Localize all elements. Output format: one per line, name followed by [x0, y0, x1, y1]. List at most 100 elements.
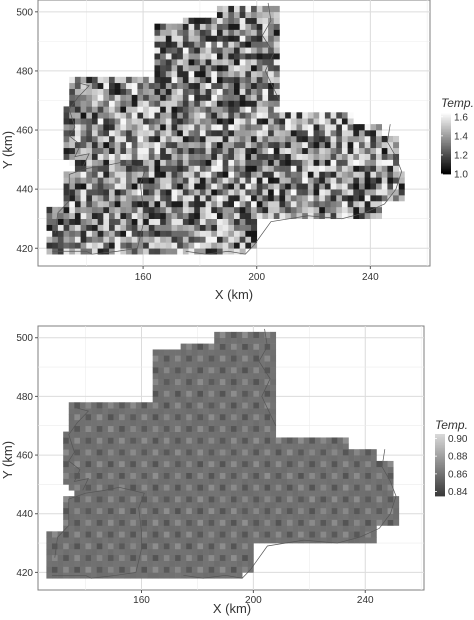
heatmap-cell	[180, 408, 187, 415]
heatmap-cell	[268, 118, 275, 125]
heatmap-cell	[251, 94, 258, 101]
heatmap-cell	[247, 531, 254, 538]
heatmap-cell	[102, 554, 109, 561]
heatmap-cell	[163, 390, 170, 397]
heatmap-cell	[171, 70, 178, 78]
heatmap-cell	[219, 560, 226, 567]
heatmap-cell	[135, 478, 142, 485]
heatmap-cell	[242, 455, 249, 462]
heatmap-cell	[158, 554, 165, 561]
heatmap-cell	[275, 525, 282, 532]
heatmap-cell	[253, 443, 260, 450]
heatmap-cell	[130, 496, 137, 503]
heatmap-cell	[103, 218, 110, 225]
heatmap-cell	[370, 455, 377, 462]
heatmap-cell	[154, 59, 161, 66]
heatmap-cell	[63, 560, 70, 567]
heatmap-cell	[245, 94, 252, 101]
heatmap-cell	[197, 496, 204, 503]
heatmap-cell	[219, 460, 226, 468]
heatmap-cell	[307, 183, 314, 190]
heatmap-cell	[245, 106, 252, 113]
heatmap-cell	[292, 466, 299, 473]
heatmap-cell	[242, 460, 249, 468]
heatmap-cell	[286, 513, 293, 520]
heatmap-cell	[113, 554, 120, 561]
heatmap-cell	[152, 519, 159, 526]
heatmap-cell	[262, 189, 269, 196]
heatmap-cell	[91, 425, 98, 432]
heatmap-cell	[236, 537, 243, 544]
heatmap-cell	[91, 466, 98, 473]
heatmap-cell	[225, 460, 232, 468]
heatmap-cell	[152, 554, 159, 561]
heatmap-cell	[245, 23, 252, 30]
heatmap-cell	[113, 460, 120, 468]
heatmap-cell	[247, 414, 254, 421]
heatmap-cell	[275, 478, 282, 485]
heatmap-cell	[219, 372, 226, 380]
heatmap-cell	[258, 443, 265, 450]
heatmap-cell	[143, 135, 150, 143]
heatmap-cell	[109, 224, 115, 231]
heatmap-cell	[97, 100, 104, 107]
heatmap-cell	[251, 41, 258, 48]
heatmap-cell	[152, 525, 159, 532]
heatmap-cell	[205, 130, 212, 137]
heatmap-cell	[292, 531, 299, 538]
heatmap-cell	[285, 130, 292, 137]
heatmap-cell	[247, 543, 254, 550]
heatmap-cell	[253, 372, 260, 380]
heatmap-cell	[234, 53, 240, 60]
heatmap-cell	[203, 437, 209, 444]
heatmap-cell	[69, 236, 76, 243]
heatmap-cell	[177, 82, 184, 89]
legend-color-step	[435, 474, 445, 477]
heatmap-cell	[341, 171, 348, 178]
heatmap-cell	[169, 460, 176, 468]
heatmap-cell	[131, 218, 138, 225]
heatmap-cell	[279, 159, 286, 166]
bottom-x-ticks: 160 200 240	[133, 590, 374, 606]
heatmap-cell	[119, 402, 126, 409]
heatmap-cell	[225, 437, 232, 444]
heatmap-cell	[393, 513, 400, 520]
heatmap-cell	[130, 437, 137, 444]
heatmap-cell	[177, 59, 184, 66]
heatmap-cell	[376, 519, 383, 526]
heatmap-cell	[225, 390, 232, 397]
heatmap-cell	[365, 537, 372, 544]
heatmap-cell	[186, 425, 193, 432]
heatmap-cell	[270, 449, 277, 456]
heatmap-cell	[270, 484, 277, 491]
heatmap-cell	[231, 390, 237, 397]
region-outline-north-east	[261, 2, 280, 101]
heatmap-cell	[245, 135, 252, 143]
heatmap-cell	[208, 554, 215, 561]
heatmap-cell	[188, 159, 195, 166]
heatmap-cell	[63, 513, 70, 520]
heatmap-cell	[186, 343, 193, 350]
heatmap-cell	[160, 118, 167, 125]
heatmap-cell	[91, 106, 98, 113]
heatmap-cell	[365, 513, 372, 520]
heatmap-cell	[336, 200, 343, 208]
heatmap-cell	[96, 537, 103, 544]
heatmap-cell	[270, 349, 277, 356]
heatmap-cell	[347, 124, 354, 131]
heatmap-cell	[175, 554, 181, 561]
heatmap-cell	[203, 396, 209, 403]
heatmap-cell	[96, 408, 103, 415]
heatmap-cell	[177, 118, 184, 125]
heatmap-cell	[330, 124, 337, 131]
heatmap-cell	[336, 165, 343, 172]
heatmap-cell	[188, 183, 195, 190]
heatmap-cell	[296, 124, 303, 131]
heatmap-cell	[147, 531, 153, 538]
heatmap-cell	[148, 82, 155, 89]
legend-color-step	[435, 458, 445, 461]
heatmap-cell	[175, 378, 181, 385]
heatmap-cell	[114, 171, 121, 178]
heatmap-cell	[130, 519, 137, 526]
heatmap-cell	[296, 189, 303, 196]
